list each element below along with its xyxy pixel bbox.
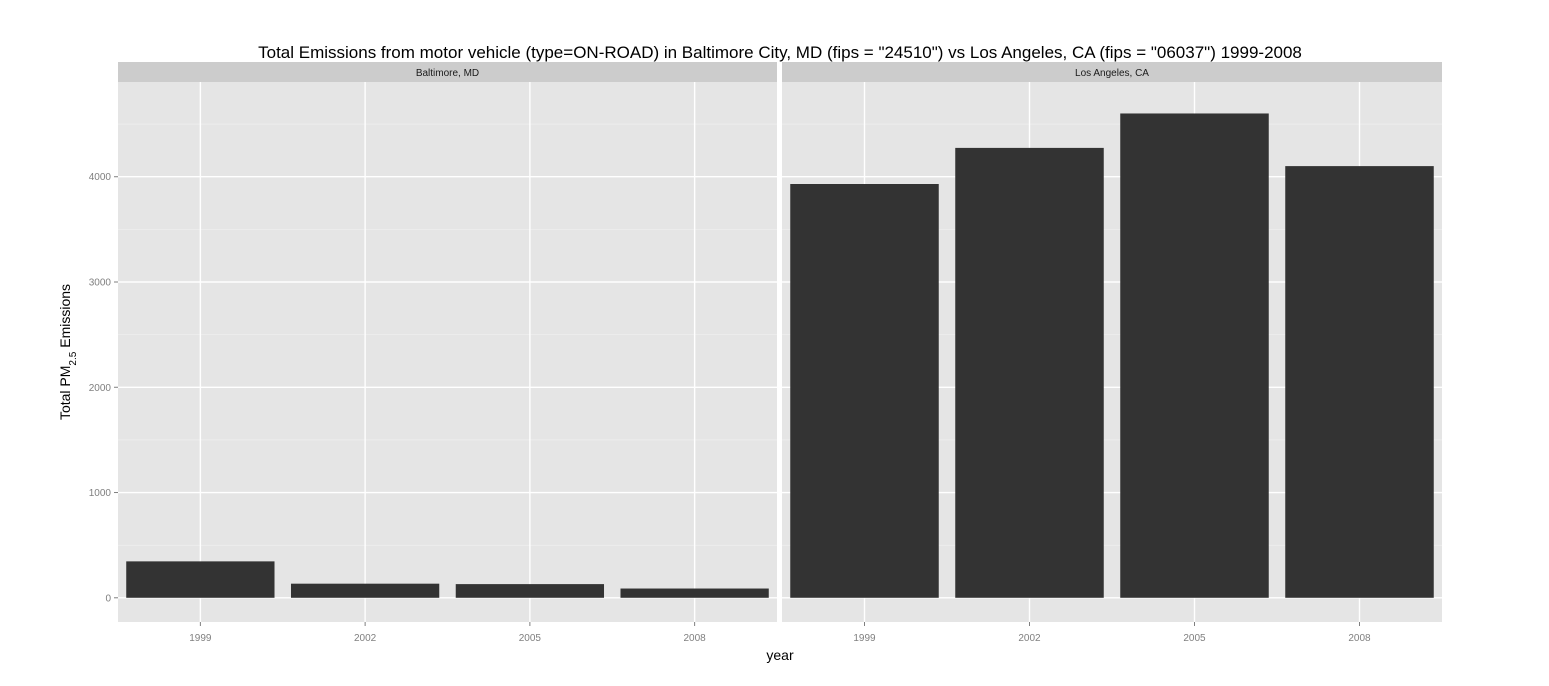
x-axis-title: year (766, 647, 794, 663)
y-axis-title-subscript: 2.5 (68, 351, 79, 365)
y-axis-title-prefix: Total PM (57, 366, 73, 420)
x-tick-label: 1999 (189, 633, 212, 644)
bar (790, 184, 939, 598)
bar (620, 588, 769, 598)
x-tick-label: 2005 (1183, 633, 1206, 644)
facet-strip-label: Baltimore, MD (416, 68, 479, 79)
bar (955, 147, 1104, 598)
panel-background (118, 82, 777, 622)
facet-strip-label: Los Angeles, CA (1075, 68, 1149, 79)
x-tick-label: 2002 (1018, 633, 1041, 644)
x-tick-label: 1999 (853, 633, 876, 644)
x-tick-label: 2008 (684, 633, 707, 644)
y-tick-label: 2000 (89, 383, 112, 394)
facet-panel: Baltimore, MD 1999 2002 2005 2008 (118, 62, 777, 644)
facet-panel: Los Angeles, CA 1999 2002 2005 2008 (782, 62, 1442, 644)
chart-title: Total Emissions from motor vehicle (type… (258, 43, 1302, 62)
y-tick-label: 4000 (89, 172, 112, 183)
x-tick-label: 2002 (354, 633, 377, 644)
y-axis-title: Total PM2.5 Emissions (57, 284, 79, 420)
bar (455, 584, 605, 598)
bar (1285, 166, 1434, 598)
x-tick-label: 2005 (519, 633, 542, 644)
y-tick-label: 3000 (89, 278, 112, 289)
y-tick-label: 0 (105, 593, 111, 604)
x-tick-label: 2008 (1348, 633, 1371, 644)
bar (290, 583, 440, 598)
y-tick-label: 1000 (89, 488, 112, 499)
bar (1120, 113, 1269, 598)
facet-strip (782, 62, 1442, 82)
bar (126, 561, 275, 598)
y-axis-title-suffix: Emissions (57, 284, 73, 352)
facet-strip (118, 62, 777, 82)
y-axis: 0 1000 2000 3000 4000 (89, 172, 118, 604)
